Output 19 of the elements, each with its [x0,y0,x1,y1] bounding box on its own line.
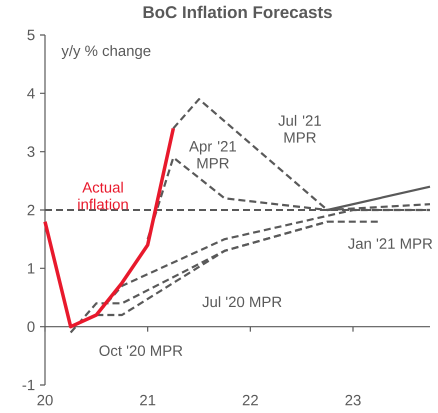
y-tick-label: 4 [27,88,35,98]
annotation: Oct '20 MPR [99,345,182,356]
x-tick-label: 20 [37,394,53,406]
y-tick-label: 1 [28,263,34,274]
annotation: Jul '20 MPR [202,296,282,308]
annotation: Jan '21 MPR [348,238,432,249]
series-label: Actual inflation [78,182,128,210]
y-tick-label: 5 [27,30,35,40]
annotation: Jul '21 MPR [278,114,321,143]
y-tick-label: 0 [27,321,35,332]
y-tick-label: 3 [27,146,34,157]
x-tick-label: 23 [345,394,361,406]
y-axis-title: y/y % change [61,45,150,60]
y-tick-label: -1 [22,380,34,390]
y-tick-label: 2 [28,204,34,216]
x-tick-label: 22 [242,394,258,406]
annotation: Apr '21 MPR [189,141,236,168]
chart-title: BoC Inflation Forecasts [144,6,332,18]
x-tick-label: 21 [140,394,156,406]
